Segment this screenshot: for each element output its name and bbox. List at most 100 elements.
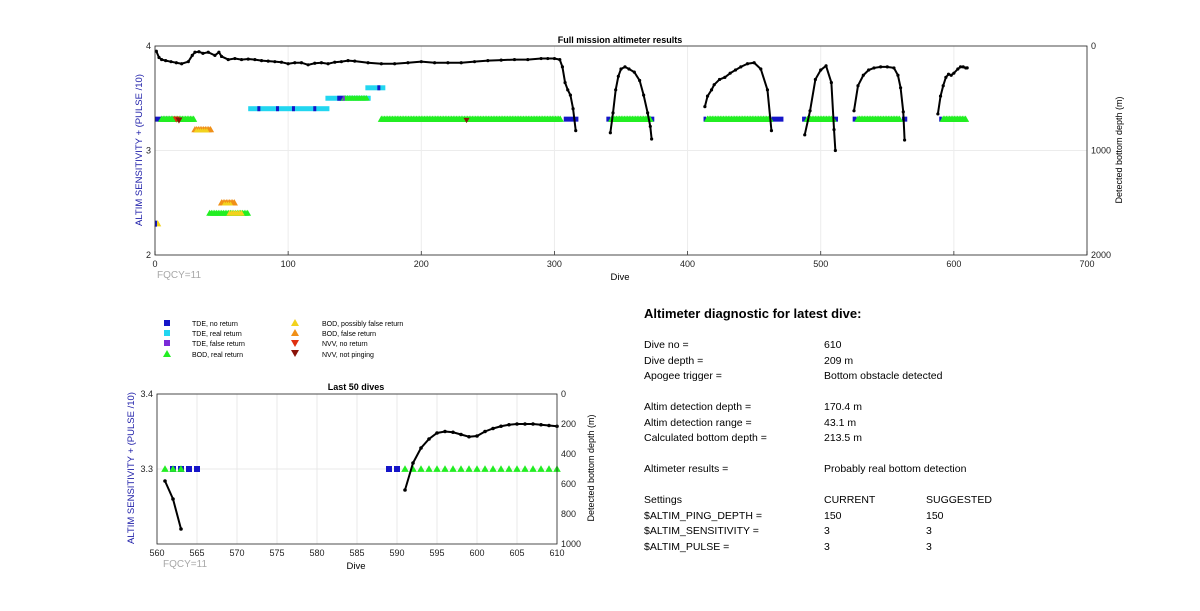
bottom-bod-real-return-marker [489, 465, 497, 472]
bottom-bod-real-return-marker [457, 465, 465, 472]
top-depth-point [566, 88, 570, 92]
bottom-depth-point [531, 422, 535, 426]
top-depth-point [246, 57, 250, 61]
top-bod-real-return-marker [556, 115, 564, 122]
top-depth-point [568, 93, 573, 97]
bottom-tde-no-return-marker [194, 466, 200, 472]
diag-value-suggested: 150 [926, 509, 944, 522]
bottom-depth-point [547, 423, 551, 428]
diag-header-suggested: SUGGESTED [926, 494, 992, 506]
bottom-tde-no-return-marker [386, 466, 392, 472]
top-depth-point [899, 86, 903, 90]
bottom-bod-real-return-marker [545, 465, 553, 472]
diag-value: 43.1 m [824, 416, 857, 429]
bottom-chart-x-tick-label: 580 [309, 548, 324, 558]
bottom-chart-x-tick-label: 595 [429, 548, 444, 558]
top-depth-point [217, 50, 221, 54]
bottom-bod-real-return-marker [449, 465, 457, 472]
diag-value: 170.4 m [824, 401, 862, 413]
top-depth-point [346, 59, 350, 63]
top-depth-point [638, 78, 642, 83]
top-depth-point [614, 88, 618, 92]
bottom-depth-point [427, 437, 431, 441]
top-bod-real-return-marker [363, 95, 370, 101]
top-tde-no-return-marker [650, 116, 655, 122]
top-depth-line [853, 65, 906, 141]
top-depth-point [552, 56, 557, 61]
top-depth-point [293, 61, 297, 65]
top-depth-point [154, 49, 158, 53]
bottom-chart-right-tick-label: 800 [561, 509, 576, 519]
bottom-bod-real-return-marker [169, 465, 177, 472]
diag-value: Bottom obstacle detected [824, 370, 943, 382]
top-depth-point [717, 77, 722, 82]
top-depth-point [885, 65, 889, 69]
top-tde-no-return-marker [939, 116, 942, 122]
bottom-depth-point [507, 422, 511, 427]
top-depth-point [560, 65, 565, 69]
top-chart-left-axis-label: ALTIM SENSITIVITY + (PULSE /10) [134, 74, 145, 226]
top-depth-point [944, 75, 948, 79]
diag-value: 209 m [824, 354, 854, 367]
top-depth-point [946, 72, 951, 76]
top-depth-point [619, 67, 623, 71]
top-depth-point [879, 65, 883, 69]
top-depth-point [233, 56, 237, 61]
top-chart-x-tick-label: 0 [152, 259, 157, 269]
diag-label: $ALTIM_SENSITIVITY = [644, 525, 759, 537]
bottom-bod-real-return-marker [529, 465, 537, 472]
diag-value-suggested: 3 [926, 540, 932, 553]
top-depth-point [197, 50, 201, 54]
bottom-bod-real-return-marker [505, 465, 513, 472]
diag-value: 213.5 m [824, 432, 862, 444]
top-depth-point [616, 74, 620, 78]
diag-label: Altim detection depth = [644, 401, 752, 413]
bottom-chart-x-tick-label: 560 [149, 548, 164, 558]
top-depth-point [852, 109, 856, 113]
top-depth-point [819, 68, 823, 72]
legend-item-bod-real-return: BOD, real return [163, 350, 243, 359]
bottom-bod-real-return-marker [537, 465, 545, 472]
bottom-depth-point [515, 422, 519, 426]
legend-label: NVV, no return [322, 341, 368, 348]
legend-item-nvv-not-pinging: NVV, not pinging [291, 350, 374, 359]
top-bod-possibly-false-marker [204, 128, 210, 133]
top-depth-point [286, 62, 290, 66]
top-tde-no-return-marker [339, 95, 343, 101]
top-depth-point [539, 56, 543, 61]
top-depth-point [169, 60, 173, 64]
top-depth-point [313, 61, 317, 65]
top-depth-point [961, 65, 965, 69]
diag-row-altim-range: Altim detection range = 43.1 m [644, 417, 1164, 433]
bottom-depth-point [491, 426, 495, 431]
top-depth-point [650, 137, 654, 141]
top-depth-point [824, 64, 828, 68]
top-tde-no-return-marker [834, 116, 839, 122]
bottom-chart-x-axis-label: Dive [346, 561, 365, 572]
diagnostic-panel: Altimeter diagnostic for latest dive: Di… [644, 306, 1164, 556]
legend-label: BOD, possibly false return [322, 321, 403, 328]
top-depth-point [956, 67, 960, 71]
bottom-chart-right-axis-label: Detected bottom depth (m) [586, 414, 596, 521]
top-depth-point [648, 124, 652, 129]
top-depth-point [867, 68, 871, 72]
bottom-chart-x-tick-label: 605 [509, 548, 524, 558]
top-nvv-not-pinging-marker [175, 117, 183, 124]
top-depth-point [892, 66, 896, 70]
top-chart-frame [154, 45, 1088, 256]
top-chart-x-tick-label: 200 [414, 259, 429, 269]
top-chart-y-tick-label: 4 [146, 41, 151, 51]
bottom-chart-x-tick-label: 590 [389, 548, 404, 558]
diag-row-apogee: Apogee trigger = Bottom obstacle detecte… [644, 370, 1164, 386]
top-depth-point [419, 60, 423, 64]
diag-row-pulse: $ALTIM_PULSE = 3 3 [644, 541, 1164, 557]
top-depth-point [765, 88, 770, 92]
top-depth-point [273, 60, 277, 64]
top-tde-no-return-marker [606, 116, 611, 122]
top-depth-point [803, 133, 807, 137]
bottom-depth-point [443, 429, 447, 434]
top-chart-right-tick-label: 1000 [1091, 146, 1111, 156]
top-bod-possibly-false-marker [228, 201, 234, 206]
bottom-bod-real-return-marker [481, 465, 489, 472]
